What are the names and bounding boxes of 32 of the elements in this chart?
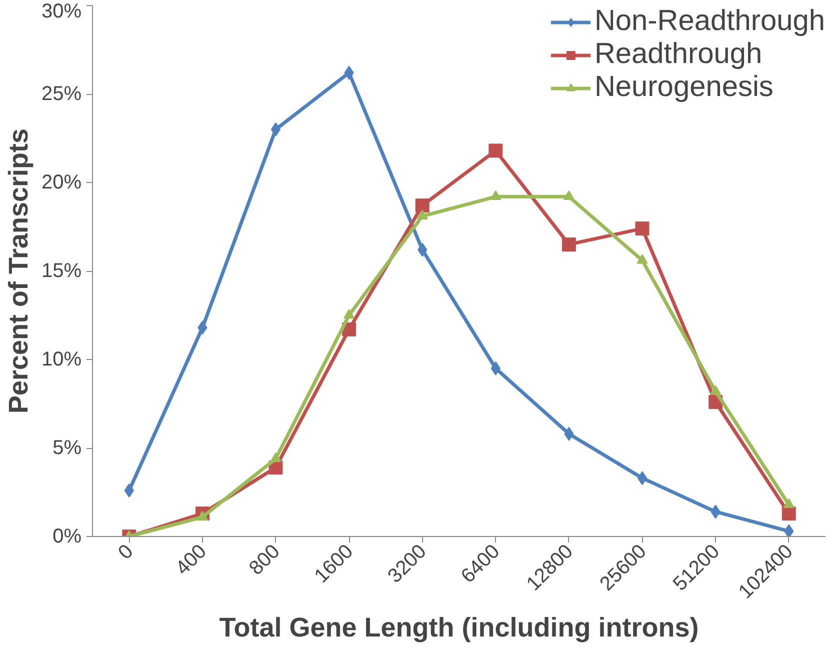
y-tick-label: 30% xyxy=(41,0,82,22)
point xyxy=(270,122,281,136)
point xyxy=(415,198,430,213)
point xyxy=(196,510,208,520)
point xyxy=(416,210,428,220)
point xyxy=(488,144,503,158)
point xyxy=(783,498,794,508)
point xyxy=(636,254,648,264)
y-axis-title: Percent of Transcripts xyxy=(3,128,34,414)
point xyxy=(710,385,722,395)
y-tick-label: 10% xyxy=(41,348,82,370)
legend-label: Readthrough xyxy=(594,38,762,71)
point xyxy=(344,308,355,319)
y-tick-label: 5% xyxy=(52,437,82,459)
x-axis-title: Total Gene Length (including introns) xyxy=(219,612,699,643)
point xyxy=(782,506,796,520)
point xyxy=(270,452,282,462)
point xyxy=(637,471,648,486)
legend-label: Non-Readthrough xyxy=(594,5,825,38)
y-tick-label: 20% xyxy=(41,172,82,194)
y-tick-label: 0% xyxy=(52,526,82,548)
point xyxy=(635,222,650,236)
y-tick-label: 15% xyxy=(41,260,82,282)
point xyxy=(490,190,502,200)
legend-label: Neurogenesis xyxy=(594,71,774,104)
x-tick-label: 800 xyxy=(245,540,284,580)
point xyxy=(562,237,576,252)
y-tick-label: 25% xyxy=(41,83,82,105)
x-tick-label: 400 xyxy=(172,540,211,580)
point xyxy=(784,524,794,536)
point xyxy=(563,190,574,200)
x-tick-label: 0 xyxy=(114,540,138,564)
